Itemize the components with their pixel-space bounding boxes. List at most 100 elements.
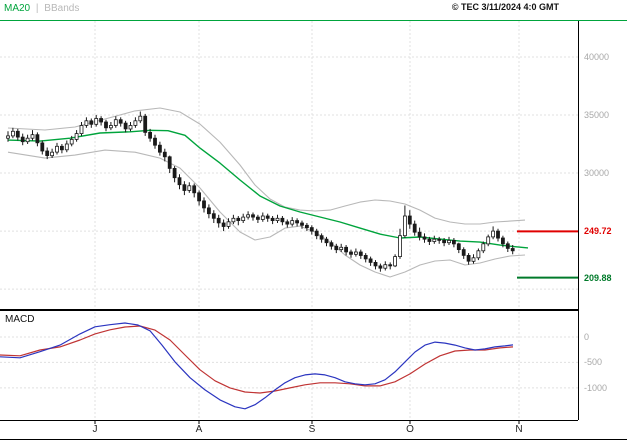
- candle-body: [280, 217, 285, 223]
- candle-body: [383, 264, 388, 269]
- candle-body: [309, 227, 314, 232]
- candle-body: [265, 215, 270, 219]
- price-tick-label: 35000: [584, 110, 610, 120]
- candle-body: [113, 119, 118, 126]
- month-label: O: [406, 424, 414, 435]
- candle-body: [285, 221, 290, 225]
- candle-body: [393, 256, 398, 267]
- candle-body: [486, 236, 491, 245]
- candle-body: [466, 254, 471, 262]
- candle-body: [246, 214, 251, 218]
- candle-body: [251, 214, 255, 218]
- candle-body: [334, 245, 339, 251]
- candle-body: [270, 217, 275, 222]
- candle-body: [221, 222, 226, 227]
- macd-panel-label: MACD: [5, 314, 35, 325]
- candle-body: [226, 221, 231, 227]
- candle-body: [456, 243, 461, 251]
- candle-body: [290, 220, 295, 225]
- month-label: A: [195, 424, 203, 435]
- candle-body: [206, 207, 211, 215]
- candle-body: [304, 224, 309, 229]
- candle-body: [363, 254, 368, 260]
- copyright-text: © TEC 3/11/2024 4:0 GMT: [451, 2, 559, 12]
- candle-body: [211, 213, 216, 219]
- candle-body: [109, 125, 113, 129]
- candle-body: [388, 264, 393, 267]
- candle-body: [138, 115, 143, 122]
- candle-body: [314, 230, 319, 237]
- bollinger-upper-line: [7, 107, 526, 225]
- candle-body: [89, 120, 94, 125]
- candle-body: [30, 134, 35, 139]
- candle-body: [216, 217, 221, 224]
- candle-body: [69, 138, 74, 145]
- candle-body: [133, 120, 138, 126]
- candle-body: [324, 238, 329, 244]
- candle-body: [481, 243, 486, 252]
- macd-tick-label: 0: [584, 331, 590, 342]
- macd-signal-line: [0, 325, 514, 394]
- macd-tick-label: -500: [584, 357, 603, 368]
- candle-body: [94, 118, 99, 125]
- candle-body: [64, 143, 69, 151]
- candle-body: [339, 246, 344, 251]
- candle-body: [505, 243, 510, 249]
- candle-body: [402, 215, 407, 237]
- candle-body: [20, 136, 25, 143]
- candle-body: [398, 235, 402, 257]
- legend: MA20 | BBands: [4, 3, 82, 15]
- candle-body: [260, 215, 265, 220]
- candle-body: [55, 145, 59, 153]
- candle-body: [295, 220, 300, 224]
- price-tick-label: 40000: [584, 51, 610, 62]
- candle-body: [157, 144, 162, 153]
- candle-body: [162, 151, 167, 158]
- candle-body: [148, 131, 153, 139]
- candle-body: [349, 251, 353, 255]
- candle-body: [236, 217, 241, 222]
- candle-body: [79, 125, 84, 135]
- candle-body: [128, 125, 133, 130]
- candle-body: [177, 177, 182, 186]
- panel-separator: [0, 309, 578, 311]
- candle-body: [40, 142, 45, 152]
- resistance-label: 249.72: [584, 226, 612, 237]
- candle-body: [412, 223, 417, 233]
- candle-body: [104, 121, 108, 129]
- candle-body: [197, 192, 202, 202]
- candle-body: [187, 185, 192, 191]
- candle-body: [167, 156, 172, 169]
- legend-bbands-label: BBands: [44, 3, 80, 14]
- candle-body: [300, 222, 304, 226]
- candle-body: [74, 133, 79, 140]
- support-label: 209.88: [584, 272, 612, 283]
- candle-body: [329, 242, 334, 247]
- candle-body: [50, 151, 54, 157]
- macd-line: [0, 322, 514, 410]
- candle-body: [319, 235, 324, 240]
- candle-body: [461, 249, 466, 256]
- candle-body: [437, 238, 442, 241]
- candle-body: [417, 231, 422, 238]
- candle-body: [255, 216, 260, 220]
- candle-body: [344, 246, 349, 253]
- candle-body: [143, 115, 148, 133]
- candle-body: [6, 135, 10, 139]
- candle-body: [275, 217, 280, 222]
- month-label: J: [92, 424, 98, 435]
- candle-body: [15, 130, 20, 138]
- candle-body: [123, 122, 128, 130]
- candle-body: [491, 230, 496, 238]
- candle-body: [60, 145, 64, 151]
- candle-body: [496, 230, 500, 239]
- candle-body: [378, 265, 383, 269]
- candle-body: [451, 239, 456, 245]
- candle-body: [241, 216, 246, 222]
- candle-body: [353, 251, 358, 255]
- candle-body: [432, 238, 437, 242]
- candle-body: [368, 258, 373, 263]
- candle-body: [407, 215, 412, 225]
